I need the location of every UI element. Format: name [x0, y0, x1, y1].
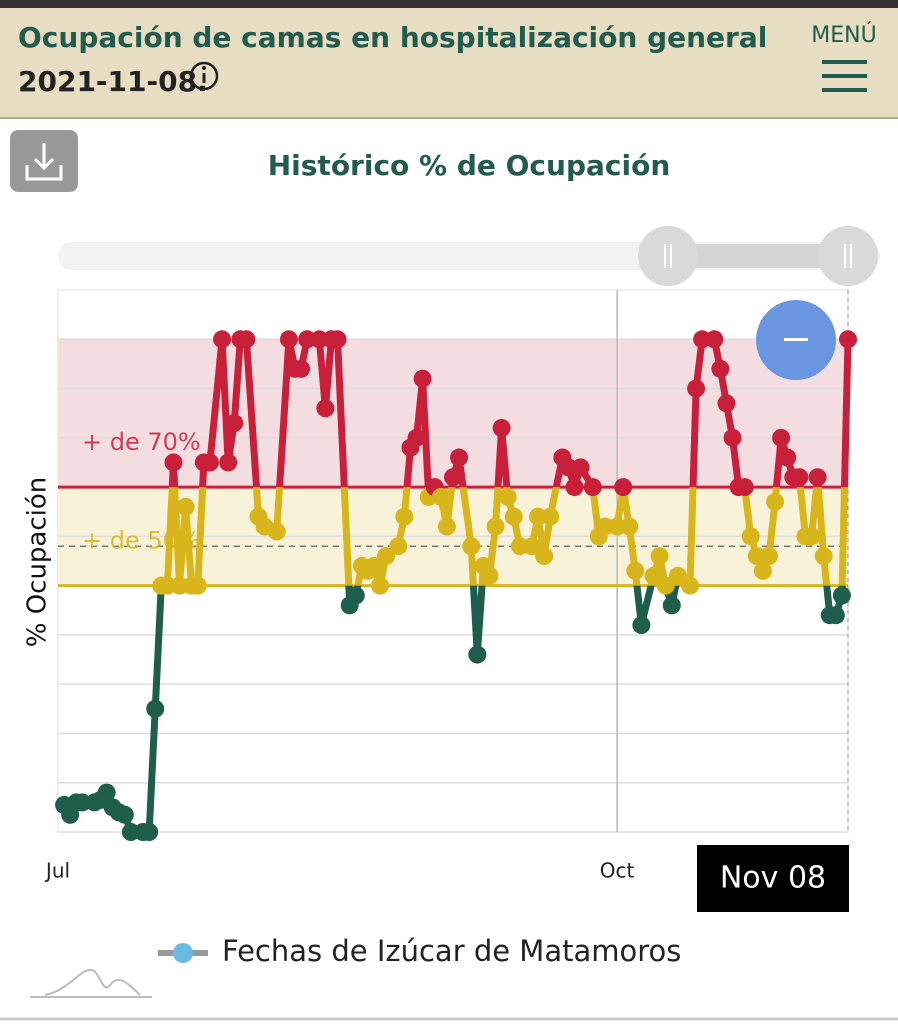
point [541, 507, 560, 526]
point [450, 448, 469, 467]
point [705, 330, 724, 349]
point [480, 566, 499, 585]
point [437, 517, 456, 536]
point [772, 428, 791, 447]
point [188, 576, 207, 595]
y-axis-label: % Ocupación [23, 477, 53, 648]
legend-label[interactable]: Fechas de Izúcar de Matamoros [222, 934, 681, 968]
point [492, 418, 511, 437]
point [413, 369, 432, 388]
point [389, 537, 408, 556]
point [687, 379, 706, 398]
point [656, 576, 675, 595]
point [395, 507, 414, 526]
point [462, 537, 481, 556]
band-label: + de 70% [82, 428, 201, 456]
point [292, 359, 311, 378]
point [735, 478, 754, 497]
info-icon[interactable] [189, 61, 219, 91]
point [832, 586, 851, 605]
point [808, 468, 827, 487]
point [681, 576, 699, 595]
point [662, 596, 681, 615]
point [365, 556, 383, 575]
point [778, 448, 797, 467]
point [176, 497, 195, 516]
point [814, 547, 833, 566]
header-bar [0, 8, 898, 118]
point [504, 507, 523, 526]
point [225, 414, 244, 433]
plot: Jul Oct+ de 70%+ de 50% [44, 289, 857, 883]
point [711, 359, 730, 378]
point [316, 399, 335, 418]
point [279, 330, 298, 349]
legend-icon[interactable] [158, 943, 208, 963]
point [486, 517, 505, 536]
point [200, 453, 219, 472]
point [632, 616, 651, 635]
x-tick-label: Oct [600, 859, 635, 883]
point [790, 468, 809, 487]
point [668, 566, 687, 585]
menu-icon[interactable] [822, 60, 867, 92]
point [523, 537, 541, 556]
point [535, 547, 554, 566]
point [717, 394, 736, 413]
point [237, 330, 256, 349]
point [614, 478, 633, 497]
chart-title: Histórico % de Ocupación [268, 149, 671, 182]
point [140, 823, 159, 841]
point [97, 783, 116, 802]
point [407, 428, 426, 447]
point [267, 522, 286, 541]
point [802, 527, 821, 546]
x-tick-label: Jul [44, 859, 70, 883]
point [839, 330, 857, 349]
point [644, 566, 663, 585]
header-title: Ocupación de camas en hospitalización ge… [18, 21, 767, 54]
tooltip-text: Nov 08 [720, 861, 826, 896]
point [431, 487, 450, 506]
point [146, 699, 165, 718]
point [164, 453, 183, 472]
point [213, 330, 232, 349]
top-strip [0, 0, 898, 8]
header-date: 2021-11-08. [18, 65, 208, 98]
zoom-out-button[interactable] [756, 300, 836, 380]
point [571, 458, 590, 477]
point [760, 547, 778, 566]
point [498, 487, 517, 506]
download-button[interactable] [10, 130, 78, 192]
point [766, 492, 785, 511]
point [115, 805, 134, 824]
point [565, 478, 584, 497]
point [371, 576, 390, 595]
minimap-icon [30, 968, 152, 998]
point [620, 517, 639, 536]
point [219, 453, 238, 472]
tooltip-box [697, 845, 849, 912]
menu-label[interactable]: MENÚ [811, 22, 876, 48]
point [346, 586, 365, 605]
point [444, 468, 462, 487]
point [583, 478, 602, 497]
point [826, 606, 845, 625]
range-slider[interactable] [58, 226, 880, 286]
point [468, 645, 487, 664]
point [753, 561, 772, 580]
series-line [157, 487, 848, 586]
point [723, 428, 742, 447]
point [377, 547, 396, 566]
point [626, 561, 645, 580]
point [741, 527, 760, 546]
point [328, 330, 347, 349]
point [650, 547, 669, 566]
